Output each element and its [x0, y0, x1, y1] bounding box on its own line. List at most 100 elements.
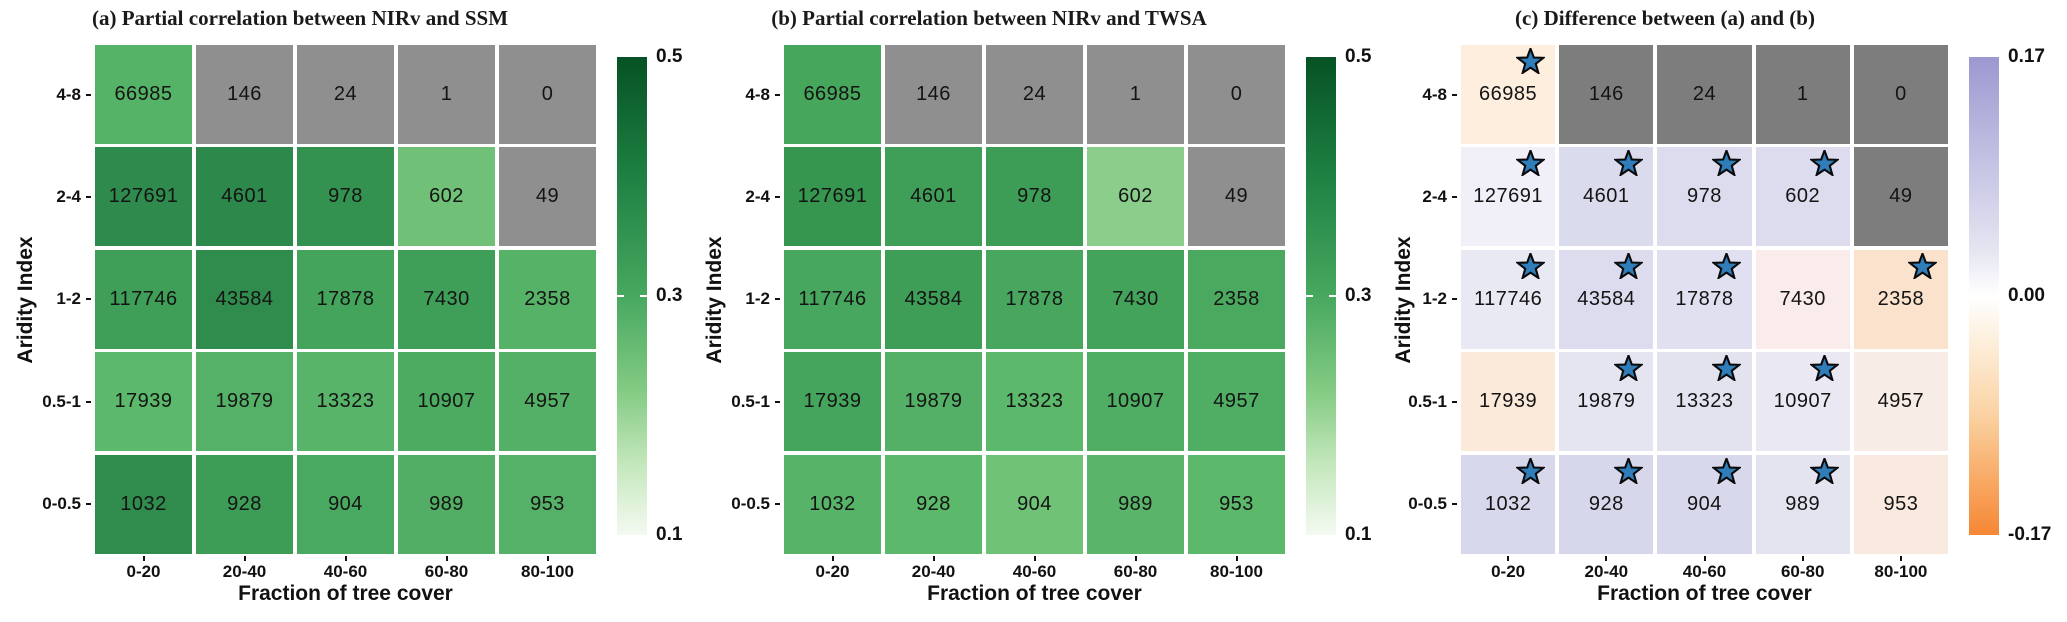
heatmap-cell: 1: [398, 45, 495, 144]
cell-count-value: 19879: [1577, 390, 1636, 413]
cell-count-value: 127691: [797, 185, 868, 208]
heatmap-cell: 1: [1755, 45, 1850, 144]
heatmap-cell: 953: [499, 454, 596, 554]
cell-count-value: 43584: [215, 287, 274, 310]
colorbar-mid-tick: [1969, 295, 1976, 297]
cell-count-value: 953: [1219, 492, 1254, 515]
cell-count-value: 4957: [524, 390, 571, 413]
cell-count-value: 17878: [1005, 287, 1064, 310]
heatmap-cell: 1032: [784, 454, 881, 554]
cell-count-value: 4601: [221, 185, 268, 208]
heatmap-cell: 43584: [196, 249, 293, 349]
y-tick-mark: [86, 503, 91, 506]
cell-count-value: 978: [328, 185, 363, 208]
y-tick-mark: [775, 298, 780, 301]
colorbar-tick-label: 0.3: [656, 285, 683, 306]
x-tick-label: 60-80: [1113, 561, 1158, 581]
colorbar-mid-tick: [640, 295, 647, 297]
y-tick-mark: [1452, 400, 1457, 403]
cell-count-value: 146: [916, 83, 951, 105]
heatmap-cell: 19879: [1559, 352, 1654, 452]
cell-count-value: 66985: [1479, 83, 1538, 105]
cell-count-value: 928: [1588, 492, 1624, 515]
heatmap-cell: 989: [1755, 454, 1850, 554]
heatmap-cell: 66985: [95, 45, 192, 144]
heatmap-cell: 66985: [1461, 45, 1556, 144]
cell-count-value: 13323: [316, 390, 375, 413]
x-tick-label: 20-40: [911, 561, 956, 581]
heatmap-cell: 17878: [986, 249, 1083, 349]
cell-count-value: 1: [1796, 83, 1809, 105]
x-tick-mark: [831, 555, 834, 561]
heatmap-cell: 49: [499, 147, 596, 247]
heatmap-cell: 1032: [95, 454, 192, 554]
cell-count-value: 904: [328, 492, 363, 515]
cell-count-value: 989: [429, 492, 464, 515]
cell-count-value: 24: [333, 83, 358, 105]
x-tick-label: 80-100: [1874, 561, 1928, 581]
cell-count-value: 49: [535, 185, 560, 208]
heatmap-cell: 4601: [885, 147, 982, 247]
x-tick-mark: [1703, 555, 1706, 561]
heatmap-cell: 928: [196, 454, 293, 554]
cell-count-value: 1: [440, 83, 453, 105]
heatmap-cell: 953: [1853, 454, 1948, 554]
cell-count-value: 127691: [1473, 185, 1543, 208]
heatmap-cell: 2358: [1188, 249, 1285, 349]
y-tick-label: 2-4: [745, 186, 770, 206]
x-tick-mark: [546, 555, 549, 561]
cell-count-value: 989: [1118, 492, 1153, 515]
x-tick-mark: [1507, 555, 1510, 561]
y-tick-mark: [775, 503, 780, 506]
panel-c-title: (c) Difference between (a) and (b): [1515, 6, 1815, 30]
heatmap-cell: 953: [1188, 454, 1285, 554]
x-tick-mark: [932, 555, 935, 561]
heatmap-cell: 10907: [1087, 352, 1184, 452]
y-tick-mark: [86, 400, 91, 403]
y-tick-mark: [775, 400, 780, 403]
cell-count-value: 127691: [108, 185, 179, 208]
cell-count-value: 49: [1889, 185, 1913, 208]
cell-count-value: 0: [1230, 83, 1243, 105]
x-tick-mark: [1235, 555, 1238, 561]
heatmap-cell: 117746: [1461, 249, 1556, 349]
y-tick-label: 0.5-1: [42, 391, 81, 411]
y-tick-label: 0-0.5: [42, 494, 81, 514]
y-tick-label: 0.5-1: [731, 391, 770, 411]
y-tick-mark: [775, 93, 780, 96]
cell-count-value: 117746: [109, 287, 178, 310]
y-tick-label: 4-8: [745, 84, 770, 104]
cell-count-value: 4957: [1213, 390, 1260, 413]
y-tick-label: 2-4: [1422, 186, 1447, 206]
cell-count-value: 7430: [1779, 287, 1826, 310]
x-tick-mark: [142, 555, 145, 561]
cell-count-value: 10907: [1773, 390, 1832, 413]
y-tick-label: 0.5-1: [1408, 391, 1447, 411]
heatmap-cell: 19879: [885, 352, 982, 452]
cell-count-value: 17939: [114, 390, 173, 413]
cell-count-value: 928: [916, 492, 951, 515]
y-tick-mark: [86, 298, 91, 301]
heatmap-cell: 13323: [297, 352, 394, 452]
cell-count-value: 953: [530, 492, 565, 515]
cell-count-value: 43584: [904, 287, 963, 310]
x-tick-label: 0-20: [126, 561, 161, 581]
heatmap-cell: 2358: [499, 249, 596, 349]
panel-b: (b) Partial correlation between NIRv and…: [689, 0, 1378, 622]
y-tick-label: 1-2: [56, 289, 81, 309]
cell-count-value: 7430: [1112, 287, 1159, 310]
heatmap-cell: 17939: [1461, 352, 1556, 452]
panel-a-title: (a) Partial correlation between NIRv and…: [91, 6, 509, 30]
heatmap-cell: 49: [1188, 147, 1285, 247]
heatmap-cell: 146: [885, 45, 982, 144]
cell-count-value: 928: [227, 492, 262, 515]
x-tick-label: 80-100: [521, 561, 574, 581]
heatmap-cell: 1: [1087, 45, 1184, 144]
x-tick-mark: [1605, 555, 1608, 561]
heatmap-cell: 24: [297, 45, 394, 144]
x-tick-mark: [1134, 555, 1137, 561]
y-tick-label: 1-2: [745, 289, 770, 309]
heatmap-cell: 7430: [398, 249, 495, 349]
heatmap-cell: 117746: [784, 249, 881, 349]
heatmap-cell: 928: [885, 454, 982, 554]
